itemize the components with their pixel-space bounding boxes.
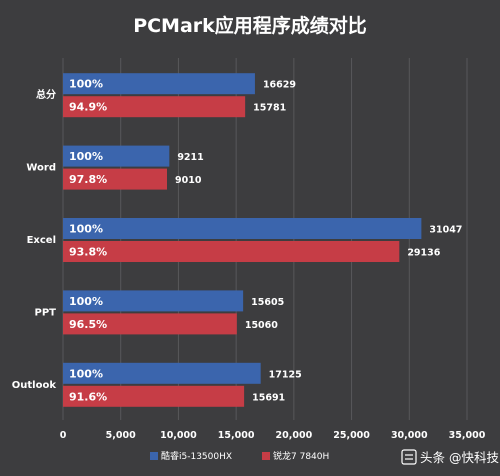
bar (63, 313, 237, 335)
percent-label: 96.5% (69, 318, 107, 331)
data-label: 9211 (177, 152, 203, 163)
bar (63, 290, 244, 312)
data-label: 17125 (269, 369, 302, 380)
x-tick-label: 10,000 (160, 430, 197, 441)
legend-swatch (150, 452, 158, 460)
percent-label: 97.8% (69, 173, 107, 186)
bars-layer (63, 73, 422, 407)
bar (63, 362, 261, 384)
bar (63, 385, 245, 407)
percent-label: 100% (69, 223, 103, 236)
legend-label: 酷睿i5-13500HX (161, 450, 232, 462)
data-label: 9010 (175, 175, 202, 186)
category-label: Word (26, 163, 56, 174)
watermark: 头条 @快科技 (401, 449, 499, 465)
bar (63, 96, 246, 118)
data-label: 16629 (263, 80, 296, 91)
legend-swatch (262, 452, 270, 460)
x-tick-label: 0 (60, 430, 67, 441)
category-label: 总分 (36, 88, 56, 101)
category-label: PPT (35, 307, 57, 318)
legend-label: 锐龙7 7840H (273, 450, 329, 462)
bar (63, 218, 422, 239)
x-tick-label: 25,000 (333, 430, 370, 441)
data-label: 29136 (407, 248, 440, 259)
data-label: 15691 (252, 392, 285, 403)
percent-label: 100% (69, 78, 103, 91)
percent-label: 100% (69, 150, 103, 163)
bar (63, 241, 400, 262)
x-tick-label: 20,000 (276, 430, 313, 441)
bar (63, 168, 168, 190)
percent-label: 100% (69, 367, 103, 380)
chart-title: PCMark应用程序成绩对比 (133, 14, 367, 37)
data-label: 31047 (429, 225, 462, 236)
percent-label: 91.6% (69, 390, 107, 403)
data-label: 15781 (253, 103, 286, 114)
percent-label: 94.9% (69, 101, 107, 114)
category-label: Outlook (12, 380, 57, 391)
legend: 酷睿i5-13500HX 锐龙7 7840H (150, 450, 329, 462)
percent-label: 100% (69, 295, 103, 308)
x-tick-label: 30,000 (391, 430, 428, 441)
axis-layer: 0 5,000 10,000 15,000 20,000 25,000 30,000 35,0… (12, 88, 486, 441)
x-tick-label: 35,000 (449, 430, 486, 441)
bar (63, 145, 170, 167)
x-tick-label: 15,000 (218, 430, 255, 441)
x-tick-label: 5,000 (106, 430, 136, 441)
watermark-text: 头条 @快科技 (420, 450, 499, 465)
bar (63, 73, 255, 95)
headline-icon (401, 449, 417, 465)
labels-layer: 100% 16629 94.9% 15781 100% 9211 97.8% 9010 100%… (69, 78, 462, 404)
percent-label: 93.8% (69, 246, 107, 259)
data-label: 15605 (251, 297, 284, 308)
category-label: Excel (27, 235, 56, 246)
data-label: 15060 (245, 320, 278, 331)
